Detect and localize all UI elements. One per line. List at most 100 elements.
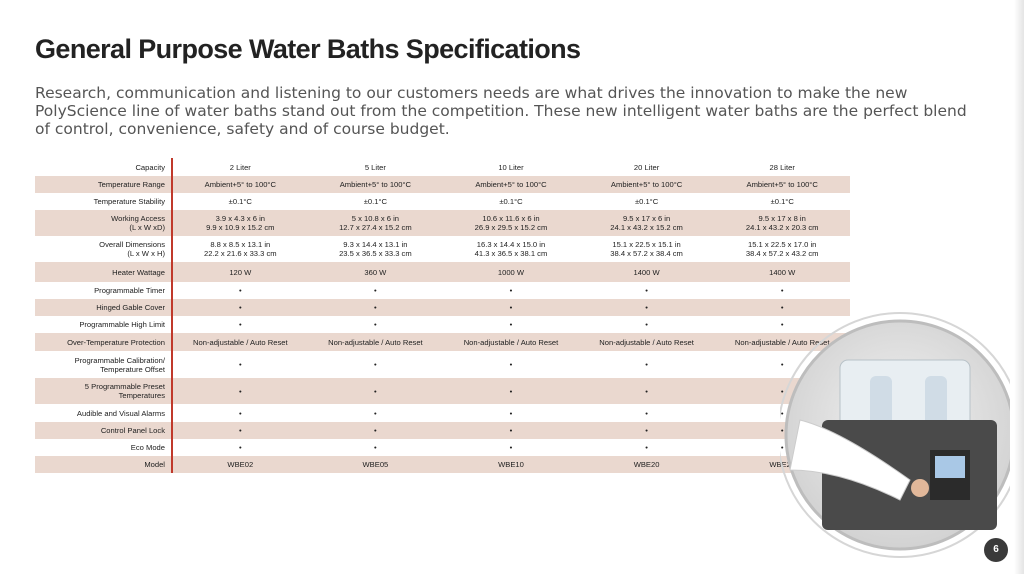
slide-edge: [1014, 0, 1024, 574]
spec-cell: •: [509, 320, 513, 329]
spec-cell: •: [714, 299, 850, 316]
spec-cell: 9.5 x 17 x 6 in 24.1 x 43.2 x 15.2 cm: [578, 210, 715, 236]
row-label: Heater Wattage: [35, 262, 173, 282]
row-label: Overall Dimensions (L x W x H): [35, 236, 173, 262]
row-label: Working Access (L x W xD): [35, 210, 173, 236]
spec-row: Over-Temperature Protection Non-adjustabl…: [35, 333, 850, 351]
spec-cell: •: [443, 422, 579, 439]
row-label: Over-Temperature Protection: [35, 333, 173, 351]
spec-cell: •: [307, 299, 444, 316]
spec-cell: 9.3 x 14.4 x 13.1 in 23.5 x 36.5 x 33.3 …: [339, 240, 412, 258]
spec-cell: Non-adjustable / Auto Reset: [307, 333, 444, 351]
spec-cell: 1400 W: [578, 262, 715, 282]
spec-cell: WBE20: [578, 456, 715, 473]
spec-cell: 3.9 x 4.3 x 6 in 9.9 x 10.9 x 15.2 cm: [172, 210, 308, 236]
spec-table: Capacity 2 Liter 5 Liter 10 Liter 20 Liter 28…: [35, 158, 850, 473]
spec-cell: Non-adjustable / Auto Reset: [172, 333, 308, 351]
spec-cell: 15.1 x 22.5 x 17.0 in 38.4 x 57.2 x 43.2…: [745, 240, 819, 258]
spec-cell: ±0.1°C: [363, 197, 388, 206]
spec-cell: •: [443, 378, 579, 404]
spec-cell: •: [374, 286, 377, 295]
spec-cell: •: [307, 378, 444, 404]
spec-cell: •: [578, 378, 715, 404]
spec-cell: •: [238, 360, 242, 369]
spec-row: Control Panel Lock • • • • •: [35, 422, 850, 439]
spec-cell: •: [645, 360, 648, 369]
spec-cell: WBE05: [307, 456, 444, 473]
spec-cell: 1000 W: [443, 262, 579, 282]
row-label: Programmable Timer: [35, 282, 173, 299]
spec-cell: •: [238, 320, 242, 329]
spec-cell: Ambient+5° to 100°C: [307, 176, 444, 193]
spec-cell: 16.3 x 14.4 x 15.0 in 41.3 x 36.5 x 38.1…: [474, 240, 548, 258]
row-label: Hinged Gable Cover: [35, 299, 173, 316]
spec-cell: •: [374, 443, 377, 452]
row-label: Audible and Visual Alarms: [35, 404, 173, 422]
page-number: 6: [984, 538, 1008, 562]
spec-cell: 8.8 x 8.5 x 13.1 in 22.2 x 21.6 x 33.3 c…: [203, 240, 277, 258]
spec-cell: •: [374, 360, 377, 369]
spec-cell: •: [780, 408, 784, 418]
spec-cell: 9.5 x 17 x 8 in 24.1 x 43.2 x 20.3 cm: [714, 210, 850, 236]
spec-cell: ±0.1°C: [228, 197, 252, 206]
spec-cell: •: [780, 286, 784, 295]
spec-cell: 2 Liter: [229, 162, 251, 172]
spec-cell: •: [238, 286, 242, 295]
spec-cell: 360 W: [307, 262, 444, 282]
spec-cell: •: [780, 320, 784, 329]
spec-cell: •: [509, 286, 513, 295]
spec-row: Temperature Range Ambient+5° to 100°C Ambi…: [35, 176, 850, 193]
spec-cell: 1400 W: [714, 262, 850, 282]
slide-title: General Purpose Water Baths Specificatio…: [35, 34, 581, 64]
row-label: Temperature Stability: [35, 193, 173, 210]
row-label: Eco Mode: [35, 439, 173, 456]
spec-cell: •: [509, 408, 513, 418]
spec-cell: •: [307, 422, 444, 439]
spec-cell: ±0.1°C: [499, 197, 523, 206]
spec-cell: Ambient+5° to 100°C: [443, 176, 579, 193]
spec-cell: •: [578, 422, 715, 439]
spec-row: Heater Wattage 120 W 360 W 1000 W 1400 W 1400…: [35, 262, 850, 282]
spec-cell: 20 Liter: [633, 162, 660, 172]
row-label: Control Panel Lock: [35, 422, 173, 439]
spec-cell: 28 Liter: [769, 162, 795, 172]
spec-cell: Ambient+5° to 100°C: [578, 176, 715, 193]
spec-cell: •: [172, 422, 308, 439]
spec-cell: •: [578, 299, 715, 316]
spec-cell: •: [509, 360, 513, 369]
spec-cell: Ambient+5° to 100°C: [172, 176, 308, 193]
spec-cell: •: [645, 320, 648, 329]
spec-cell: •: [780, 443, 784, 452]
product-photo: [780, 312, 1010, 558]
row-label: Programmable Calibration/ Temperature Of…: [35, 351, 173, 378]
spec-row: Temperature Stability ±0.1°C ±0.1°C ±0.1°C ±…: [35, 193, 850, 210]
spec-cell: •: [238, 408, 242, 418]
row-label: Programmable High Limit: [35, 316, 173, 333]
spec-cell: •: [238, 443, 242, 452]
spec-cell: •: [645, 443, 648, 452]
spec-cell: •: [374, 320, 377, 329]
row-label: Temperature Range: [35, 176, 173, 193]
spec-cell: •: [443, 299, 579, 316]
spec-cell: •: [645, 408, 648, 418]
spec-cell: 5 Liter: [364, 162, 386, 172]
spec-row: Programmable Calibration/ Temperature Of…: [35, 351, 850, 378]
spec-cell: 120 W: [172, 262, 308, 282]
spec-row: Programmable High Limit • • • • •: [35, 316, 850, 333]
spec-cell: •: [780, 360, 784, 369]
row-label: 5 Programmable Preset Temperatures: [35, 378, 173, 404]
spec-row: Eco Mode • • • • •: [35, 439, 850, 456]
spec-cell: Ambient+5° to 100°C: [714, 176, 850, 193]
spec-cell: •: [509, 443, 513, 452]
spec-cell: •: [172, 378, 308, 404]
spec-cell: ±0.1°C: [634, 197, 659, 206]
spec-row: Hinged Gable Cover • • • • •: [35, 299, 850, 316]
spec-cell: ±0.1°C: [770, 197, 794, 206]
spec-cell: •: [645, 286, 648, 295]
spec-cell: Non-adjustable / Auto Reset: [578, 333, 715, 351]
spec-row: Capacity 2 Liter 5 Liter 10 Liter 20 Liter 28…: [35, 158, 850, 176]
spec-row: Overall Dimensions (L x W x H) 8.8 x 8.5 …: [35, 236, 850, 262]
row-label: Capacity: [35, 158, 173, 176]
spec-cell: •: [374, 408, 377, 418]
